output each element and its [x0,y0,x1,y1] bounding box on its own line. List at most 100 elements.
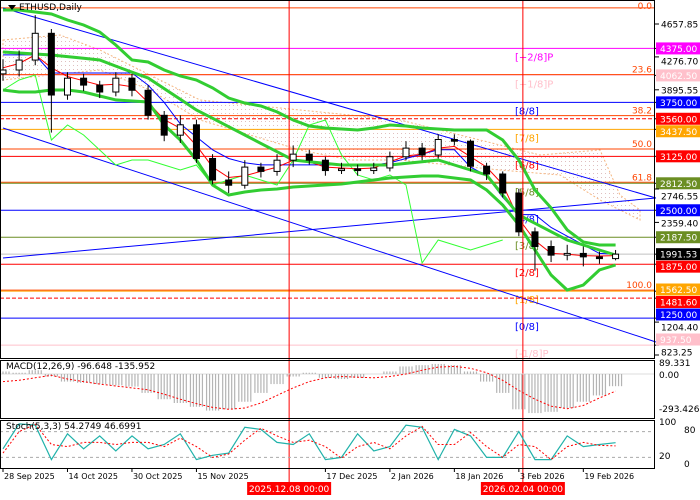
candle-bearish [515,192,523,233]
fibo-level-label: 100.0 [626,281,652,291]
murrey-level-label: [+1/8]P [515,79,553,90]
price-level-box [656,260,700,273]
candle-bearish [96,84,104,93]
price-level-label: 937.50 [660,336,692,346]
price-level-box [656,231,700,244]
candle-bearish [547,246,555,256]
price-level-box [656,150,700,163]
symbol-label: ETHUSD,Daily [19,3,82,13]
price-level-box [656,125,700,138]
candle-bearish [466,140,474,167]
price-level-label: 1562.50 [660,286,697,296]
price-level-label: 1991.53 [660,251,697,261]
price-tick-label: 823.25 [661,349,693,359]
price-level-label: 3750.00 [660,99,697,109]
price-level-box [656,112,700,125]
candle-bearish [305,153,313,161]
price-level-box [656,296,700,308]
date-tick-label: 30 Oct 2025 [133,472,182,481]
macd-panel-frame [0,360,655,419]
fibo-level-label: 50.0 [632,140,652,150]
price-tick-label: 2359.40 [661,219,698,229]
price-level-label: 4062.50 [660,72,697,82]
candle-bearish [160,114,168,136]
date-tick-label: 14 Oct 2025 [68,472,117,481]
murrey-level-label: [6/8] [515,160,539,171]
murrey-level-label: [3/8] [515,241,539,252]
candle-bearish [450,138,458,142]
price-level-label: 1250.00 [660,311,697,321]
price-level-label: 3125.00 [660,153,697,163]
stoch-k-line [2,423,616,461]
candle-bullish [612,253,620,260]
murrey-level-label: [2/8] [515,268,539,279]
fibo-level-label: 23.6 [632,65,652,75]
price-level-label: 1875.00 [660,263,697,273]
price-tick-label: 4657.85 [661,21,698,31]
candle-bullish [0,69,7,75]
murrey-level-label: [5/8] [515,187,539,198]
price-tick-label: 1204.40 [661,324,698,334]
date-tick-label: 15 Nov 2025 [197,472,248,481]
murrey-level-label: [-1/8]P [515,349,549,360]
candle-bearish [354,168,362,172]
vertical-marker-label: 2025.12.08 00:00 [249,485,330,495]
candle-bullish [289,153,297,161]
candle-bearish [144,89,152,116]
price-level-box [656,42,700,55]
candle-bullish [338,168,346,172]
candle-bullish [370,167,378,172]
candle-bearish [257,166,265,172]
fibo-level-label: 0.0 [638,2,653,12]
candle-bearish [483,165,491,175]
price-level-label: 3437.50 [660,128,697,138]
candle-bearish [579,252,587,258]
trendline [2,127,657,343]
macd-tick-max: 89.331 [659,359,691,369]
date-tick-label: 19 Feb 2026 [584,472,634,481]
date-tick-label: 2 Jan 2026 [391,472,434,481]
stoch-tick-20: 20 [659,452,671,462]
candle-bearish [128,77,136,91]
price-tick-label: 3895.55 [661,86,698,96]
candle-bearish [192,124,200,159]
price-level-box [656,69,700,82]
date-tick-label: 3 Feb 2026 [520,472,565,481]
price-level-box [656,177,700,190]
fibo-level-label: 61.8 [632,173,652,183]
candle-bullish [112,77,120,93]
macd-tick-min: -293.426 [659,405,700,415]
date-tick-label: 18 Jan 2026 [455,472,503,481]
stoch-tick-100: 100 [659,418,677,428]
main-panel-frame [0,0,655,359]
price-tick-label: 4276.70 [661,57,698,67]
candle-bullish [563,252,571,256]
candle-bearish [225,179,233,186]
candle-bullish [176,124,184,136]
stoch-d-line [2,423,616,461]
murrey-level-label: [+2/8]P [515,52,553,63]
macd-signal-line [2,365,616,410]
price-level-label: 2500.00 [660,207,697,217]
price-level-box [656,333,700,346]
stoch-tick-80: 80 [684,426,696,436]
candle-bearish [499,173,507,194]
price-level-label: 4375.00 [660,45,697,55]
date-tick-label: 17 Dec 2025 [326,472,377,481]
dropdown-arrow-icon[interactable] [8,5,16,10]
stoch-panel-frame [0,420,655,469]
murrey-level-label: [1/8] [515,295,539,306]
price-level-label: 2187.50 [660,234,697,244]
candle-bearish [595,256,603,260]
trendline [2,7,656,199]
fibo-level-label: 38.2 [632,107,652,117]
vertical-marker-box [247,482,332,495]
candle-bearish [47,32,55,96]
candle-bullish [31,32,39,61]
price-level-box [656,204,700,217]
price-level-label: 2812.50 [660,180,697,190]
chart-title: ETHUSD,Daily [8,3,82,14]
stoch-tick-0: 0 [684,460,690,470]
bollinger-upper-band [3,8,616,247]
